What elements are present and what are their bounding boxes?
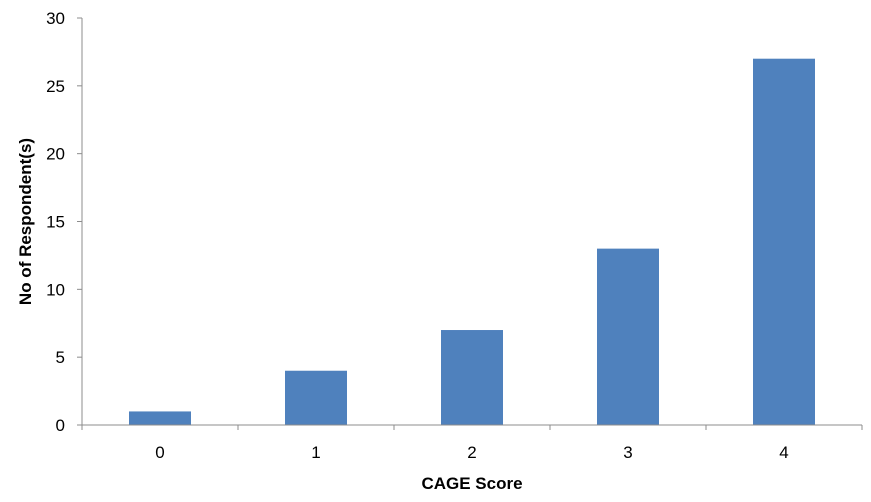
x-axis-title: CAGE Score	[421, 474, 522, 493]
y-tick-label: 0	[56, 416, 65, 435]
y-tick-label: 10	[46, 280, 65, 299]
x-axis-ticks: 0 1 2 3 4	[81, 425, 863, 462]
y-axis-ticks: 0 5 10 15 20 25 30	[46, 9, 82, 435]
y-tick-label: 20	[46, 145, 65, 164]
bar-0	[129, 411, 191, 425]
x-tick-label: 4	[779, 443, 788, 462]
x-tick-label: 0	[155, 443, 164, 462]
y-tick-label: 15	[46, 213, 65, 232]
x-tick-label: 1	[311, 443, 320, 462]
bar-2	[441, 330, 503, 425]
bar-3	[597, 248, 659, 425]
y-tick-label: 30	[46, 9, 65, 28]
bar-1	[285, 370, 347, 425]
bar-4	[753, 58, 815, 425]
x-tick-label: 2	[467, 443, 476, 462]
y-axis-title: No of Respondent(s)	[16, 138, 35, 305]
y-tick-label: 25	[46, 77, 65, 96]
bars-group	[129, 58, 815, 425]
y-tick-label: 5	[56, 348, 65, 367]
x-tick-label: 3	[623, 443, 632, 462]
